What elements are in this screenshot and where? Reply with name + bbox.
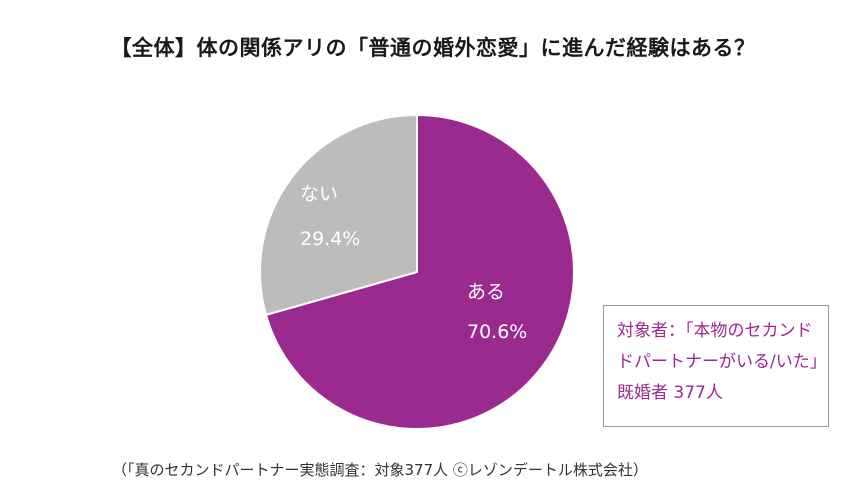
note-line-2: ドパートナーがいる/いた」: [617, 352, 827, 372]
pie-slice-nai: [259, 113, 418, 317]
slice-category-label: ある: [467, 281, 505, 303]
slice-category-label: ない: [300, 183, 338, 205]
chart-title: 【全体】体の関係アリの「普通の婚外恋愛」に進んだ経験はある？: [110, 36, 756, 60]
note-line-1: 対象者：「本物のセカンド: [617, 321, 813, 341]
slice-value-label: 29.4%: [300, 228, 360, 250]
note-line-3: 既婚者 377人: [617, 383, 723, 403]
source-footnote: （「真のセカンドパートナー実態調査：対象377人 ⓒレゾンデートル株式会社）: [112, 461, 648, 479]
respondent-note-box: 対象者：「本物のセカンド ドパートナーがいる/いた」 既婚者 377人: [603, 305, 829, 427]
slice-value-label: 70.6%: [467, 321, 527, 343]
pie-slice-aru: [264, 113, 575, 430]
